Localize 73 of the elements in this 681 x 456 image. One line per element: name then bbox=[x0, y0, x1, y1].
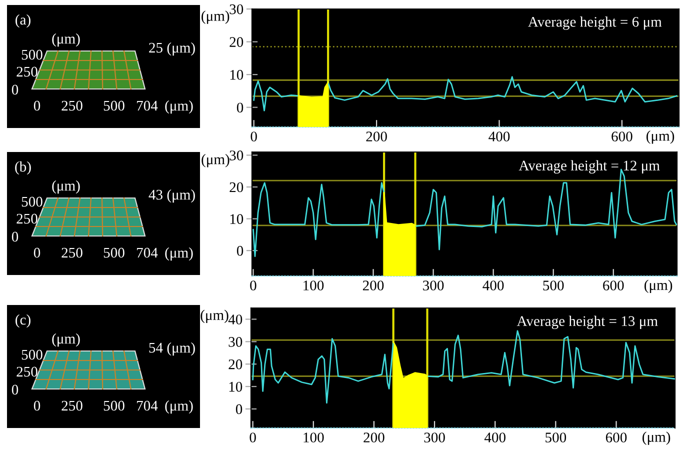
x-tick-label: 400 bbox=[488, 132, 510, 142]
y-tick-label: 0 bbox=[236, 246, 244, 256]
text: (μm) bbox=[165, 100, 193, 114]
y-tick-label: 20 bbox=[228, 359, 242, 370]
x-tick-label: 400 bbox=[484, 432, 506, 442]
x-tick-label: 500 bbox=[546, 432, 566, 442]
text: (a) bbox=[16, 14, 30, 28]
text: 250 bbox=[62, 248, 82, 258]
annotation: Average height = 13 μm bbox=[516, 316, 658, 330]
text: 500 bbox=[104, 400, 124, 411]
text: 500 bbox=[104, 248, 124, 258]
y-tick-label: 30 bbox=[230, 150, 244, 160]
x-tick-label: 200 bbox=[366, 132, 387, 142]
text: 250 bbox=[16, 214, 38, 224]
y-tick-label: 10 bbox=[229, 382, 242, 392]
y-tick-label: 0 bbox=[236, 102, 244, 113]
x-tick-label: 600 bbox=[603, 280, 624, 290]
x-tick-label: 200 bbox=[364, 432, 384, 442]
x-axis-title: (μm) bbox=[644, 280, 672, 293]
text: 704 bbox=[137, 400, 158, 411]
text: 500 bbox=[22, 196, 42, 207]
text: 0 bbox=[12, 84, 18, 95]
y-tick-label: 20 bbox=[230, 182, 244, 192]
x-tick-label: 0 bbox=[250, 280, 256, 290]
y-tick-label: 30 bbox=[230, 4, 244, 14]
x-tick-label: 100 bbox=[304, 432, 324, 442]
text: 43 (μm) bbox=[148, 189, 195, 203]
y-tick-label: 10 bbox=[230, 70, 244, 80]
text: 0 bbox=[34, 400, 40, 411]
x-tick-label: 600 bbox=[612, 132, 632, 142]
text: 704 bbox=[137, 100, 158, 111]
text: 0 bbox=[34, 248, 40, 258]
y-tick-label: 10 bbox=[230, 214, 244, 224]
text: 0 bbox=[34, 100, 40, 111]
y-axis-title: (μm) bbox=[200, 310, 228, 324]
y-tick-label: 20 bbox=[230, 37, 244, 47]
text: (μm) bbox=[52, 33, 80, 47]
annotation: Average height = 6 μm bbox=[528, 16, 662, 30]
text: (μm) bbox=[165, 400, 193, 414]
x-tick-label: 0 bbox=[250, 432, 256, 442]
text: 500 bbox=[22, 350, 42, 360]
text: 25 (μm) bbox=[149, 42, 195, 56]
text: (μm) bbox=[52, 333, 80, 347]
x-axis-title: (μm) bbox=[642, 432, 670, 445]
x-axis-title: (μm) bbox=[646, 130, 674, 144]
x-tick-label: 300 bbox=[424, 432, 445, 442]
text: (b) bbox=[15, 161, 31, 175]
text: 54 (μm) bbox=[149, 342, 195, 356]
x-tick-label: 200 bbox=[362, 280, 384, 290]
x-tick-label: 600 bbox=[606, 432, 627, 442]
text: 500 bbox=[104, 100, 124, 111]
x-tick-label: 300 bbox=[423, 280, 444, 290]
y-axis-title: (μm) bbox=[202, 10, 230, 24]
x-tick-label: 400 bbox=[482, 280, 504, 290]
y-axis-title: (μm) bbox=[202, 154, 230, 168]
annotation: Average height = 12 μm bbox=[518, 160, 660, 174]
text: 250 bbox=[62, 400, 82, 411]
text: 250 bbox=[16, 66, 38, 77]
x-tick-label: 100 bbox=[304, 280, 324, 290]
y-tick-label: 30 bbox=[228, 337, 242, 347]
text: (μm) bbox=[165, 247, 193, 261]
y-tick-label: 40 bbox=[228, 314, 242, 324]
text: 0 bbox=[12, 232, 18, 242]
text: 500 bbox=[22, 50, 42, 60]
x-tick-label: 0 bbox=[250, 132, 257, 142]
text: (μm) bbox=[52, 180, 80, 194]
text: 250 bbox=[62, 100, 82, 111]
text: 704 bbox=[137, 248, 158, 258]
y-tick-label: 0 bbox=[236, 404, 242, 414]
text: 250 bbox=[16, 366, 38, 377]
text: (c) bbox=[16, 314, 30, 328]
x-tick-label: 500 bbox=[543, 280, 564, 290]
text: 0 bbox=[12, 384, 18, 395]
